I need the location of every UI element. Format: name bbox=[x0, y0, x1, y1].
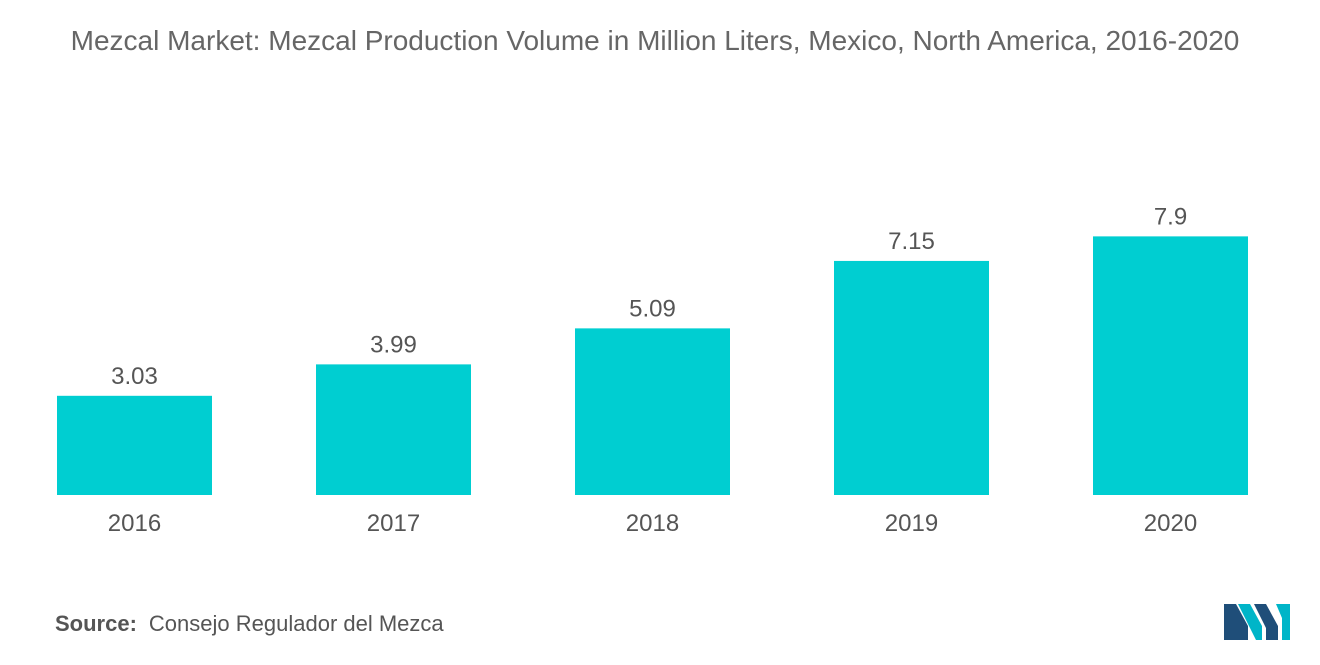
value-label-2017: 3.99 bbox=[370, 331, 417, 358]
x-tick-label-2018: 2018 bbox=[626, 510, 679, 537]
value-label-2019: 7.15 bbox=[888, 228, 935, 255]
source-label: Source: bbox=[55, 611, 137, 636]
value-label-2020: 7.9 bbox=[1154, 203, 1187, 230]
bar-2019 bbox=[834, 260, 989, 495]
x-tick-label-2016: 2016 bbox=[108, 510, 161, 537]
source-note: Source: Consejo Regulador del Mezca bbox=[55, 611, 444, 637]
chart-title: Mezcal Market: Mezcal Production Volume … bbox=[70, 25, 1240, 56]
bar-2017 bbox=[316, 364, 471, 495]
bar-2018 bbox=[575, 328, 730, 495]
source-text: Consejo Regulador del Mezca bbox=[148, 611, 444, 636]
x-tick-label-2017: 2017 bbox=[367, 510, 420, 537]
x-tick-label-2019: 2019 bbox=[885, 510, 938, 537]
bar-2016 bbox=[57, 395, 212, 495]
bar-chart: 3.03 3.99 5.09 7.15 7.9 2016 2017 2018 2019 2020 bbox=[57, 203, 1248, 537]
value-label-2016: 3.03 bbox=[111, 363, 158, 390]
bar-2020 bbox=[1093, 236, 1248, 495]
x-tick-label-2020: 2020 bbox=[1144, 510, 1197, 537]
value-label-2018: 5.09 bbox=[629, 295, 676, 322]
brand-logo bbox=[1224, 604, 1290, 640]
